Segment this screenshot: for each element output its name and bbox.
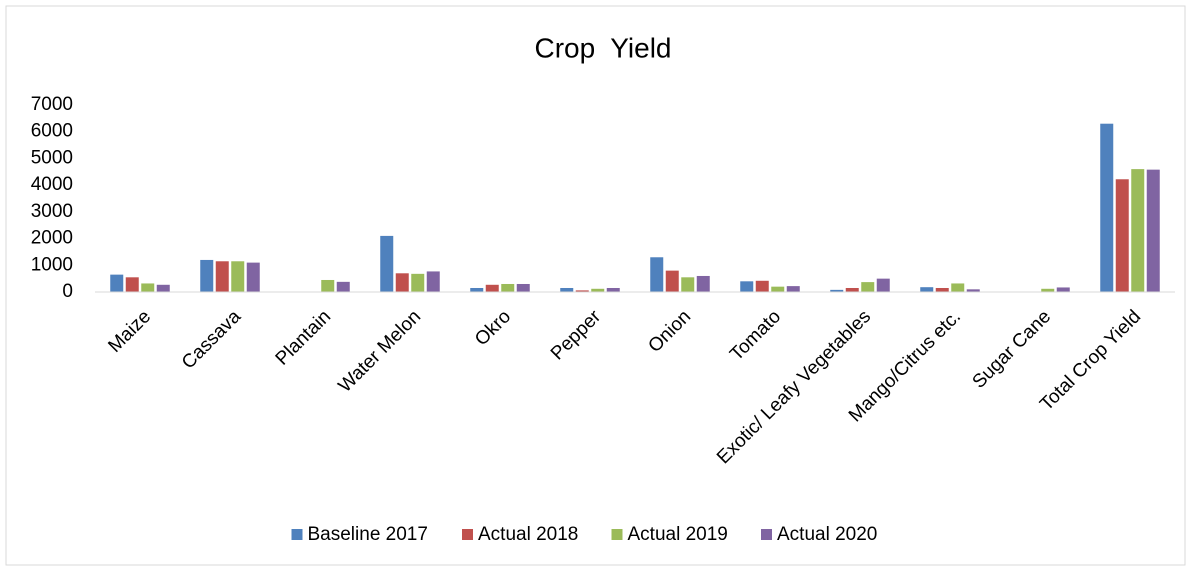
bar [395, 273, 409, 292]
legend-label: Baseline 2017 [308, 524, 428, 545]
legend-label: Actual 2018 [478, 524, 578, 545]
bar [380, 235, 394, 292]
bar [560, 287, 574, 292]
bar [696, 275, 710, 292]
bar [1131, 169, 1145, 292]
bar [125, 277, 139, 292]
y-tick-label: 0 [62, 281, 73, 302]
bar [861, 282, 875, 292]
bar [110, 274, 124, 292]
bar [141, 283, 155, 292]
bar [246, 262, 260, 292]
bar [951, 283, 965, 292]
bar [740, 281, 754, 292]
legend-swatch [291, 529, 303, 540]
y-tick-label: 7000 [31, 94, 73, 115]
y-tick-label: 3000 [31, 201, 73, 222]
bar [426, 271, 440, 292]
legend-label: Actual 2019 [628, 524, 728, 545]
bar [501, 283, 515, 292]
bar [755, 280, 769, 292]
bar [591, 288, 605, 292]
bar [1100, 123, 1114, 292]
bar [336, 281, 350, 292]
legend-swatch [462, 529, 473, 540]
bar [200, 259, 214, 292]
bar [935, 287, 949, 292]
bar [1056, 287, 1070, 292]
chart-title: Crop Yield [535, 32, 672, 63]
bar [1146, 169, 1160, 292]
y-tick-label: 2000 [31, 228, 73, 249]
legend-swatch [761, 529, 772, 540]
legend-swatch [611, 529, 623, 540]
bar [485, 284, 499, 292]
bar [920, 287, 934, 292]
bar [650, 257, 664, 292]
bar [786, 286, 800, 292]
bar [411, 273, 425, 292]
bar [1041, 288, 1055, 292]
y-tick-label: 1000 [31, 254, 73, 275]
y-tick-label: 6000 [31, 121, 73, 142]
bar [231, 261, 245, 292]
legend-label: Actual 2020 [777, 524, 877, 545]
bar [516, 283, 530, 292]
bar [470, 287, 484, 292]
chart-border [5, 5, 1186, 566]
bar [830, 289, 844, 292]
bar [665, 270, 679, 292]
bar [845, 287, 859, 292]
bar [771, 286, 785, 292]
bar [681, 277, 695, 292]
bar [1115, 179, 1129, 292]
y-tick-label: 5000 [31, 147, 73, 168]
bar [156, 284, 170, 292]
bar [575, 290, 589, 292]
bar [321, 279, 335, 292]
bar [606, 287, 620, 292]
bar [215, 261, 229, 292]
bar [966, 289, 980, 292]
bar [876, 278, 890, 292]
y-tick-label: 4000 [31, 174, 73, 195]
